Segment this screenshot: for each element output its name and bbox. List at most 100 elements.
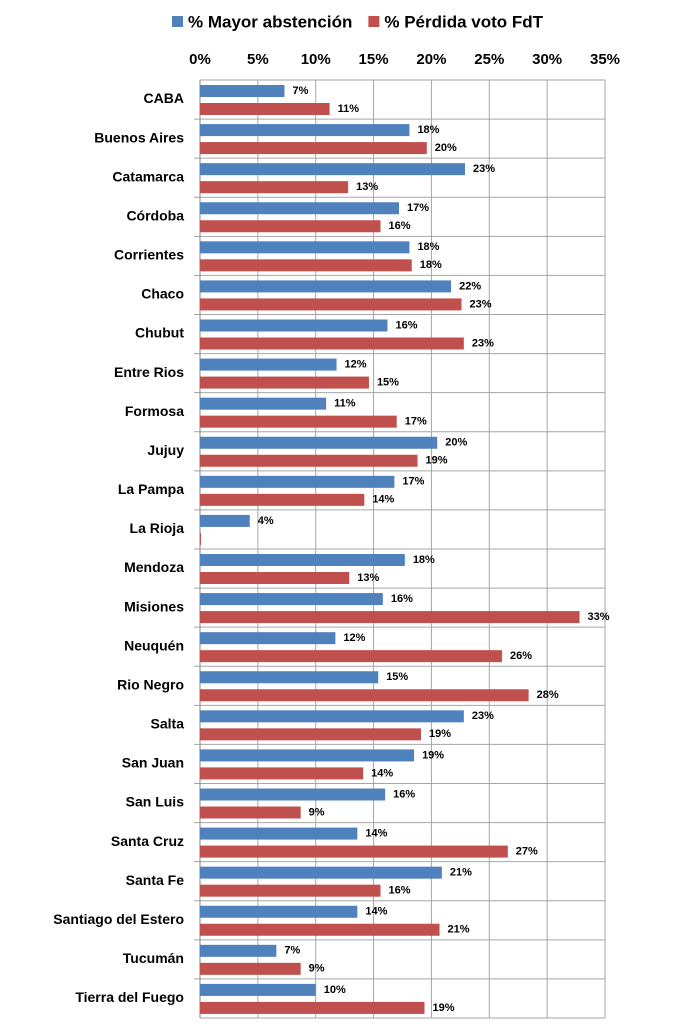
bar [200,181,349,194]
bar [200,554,405,566]
bar [200,905,358,918]
category-label: Buenos Aires [94,129,184,145]
value-label: 20% [435,142,457,154]
value-label: 21% [450,867,472,879]
category-label: Tierra del Fuego [75,989,184,1005]
value-label: 15% [386,671,408,683]
bar [200,983,316,996]
bar [200,884,381,897]
value-label: 14% [365,906,387,918]
category-label: Santa Cruz [111,833,184,849]
bar [200,202,400,215]
bar [200,866,442,879]
category-label: Chubut [135,325,184,341]
bar [200,728,422,741]
value-label: 21% [448,924,470,936]
category-label: Catamarca [112,168,184,184]
value-label: 16% [395,319,417,331]
x-tick-label: 10% [301,51,331,68]
value-label: 11% [338,103,360,115]
legend-label: % Pérdida voto FdT [384,12,543,31]
category-label: La Rioja [130,520,185,536]
bar [200,475,395,488]
category-label: Entre Rios [114,364,184,380]
value-label: 16% [389,885,411,897]
bar [200,689,529,702]
bar [200,611,580,624]
value-label: 20% [445,437,467,449]
bar [200,124,410,137]
value-label: 16% [391,593,413,605]
bar [200,163,465,176]
bar [200,1001,425,1014]
category-label: Rio Negro [117,676,184,692]
category-label: Tucumán [123,950,184,966]
bar [200,397,327,410]
bar [200,749,415,762]
bar [200,220,381,233]
value-label: 4% [258,515,274,527]
bar [200,944,277,957]
bar [200,454,418,467]
bar [200,827,358,840]
value-label: 16% [393,788,415,800]
bar [200,376,369,389]
category-label: Jujuy [147,442,184,458]
x-tick-label: 5% [247,51,269,68]
category-label: Neuquén [124,637,184,653]
bar [200,319,388,332]
value-label: 23% [473,163,495,175]
value-label: 17% [407,202,429,214]
category-label: Salta [151,716,185,732]
value-label: 18% [417,241,439,253]
bar [200,259,412,272]
value-label: 16% [389,220,411,232]
value-label: 17% [405,416,427,428]
value-label: 23% [470,298,492,310]
category-label: Chaco [141,286,184,302]
value-label: 13% [356,181,378,193]
bar [200,845,508,858]
x-tick-label: 20% [416,51,446,68]
value-label: 17% [402,476,424,488]
value-label: 9% [309,963,325,975]
value-label: 13% [357,572,379,584]
category-label: CABA [144,90,184,106]
category-label: Formosa [125,403,184,419]
value-label: 12% [345,358,367,370]
value-label: 14% [372,494,394,506]
bar [200,671,379,684]
x-tick-label: 30% [532,51,562,68]
bar [200,85,285,97]
bar [200,241,410,254]
value-label: 10% [324,984,346,996]
bar [200,632,336,645]
category-label: San Juan [122,755,184,771]
bar [200,532,201,545]
category-label: Córdoba [126,207,184,223]
value-label: 18% [417,124,439,136]
category-label: Misiones [124,598,184,614]
value-label: 9% [309,806,325,818]
value-label: 12% [343,632,365,644]
value-label: 27% [516,845,538,857]
x-tick-label: 25% [474,51,504,68]
legend-label: % Mayor abstención [188,12,352,31]
value-label: 28% [537,689,559,701]
bar [200,650,503,663]
bar [200,767,364,780]
legend-swatch [368,16,380,27]
value-label: 18% [413,554,435,566]
bar [200,572,350,584]
x-tick-label: 35% [590,51,620,68]
x-tick-label: 15% [359,51,389,68]
category-label: Corrientes [114,247,184,263]
value-label: 7% [292,85,308,97]
value-label: 14% [365,827,387,839]
value-label: 19% [426,455,448,467]
bar [200,514,250,527]
value-label: 19% [432,1002,454,1014]
bar [200,142,427,155]
value-label: 19% [422,749,444,761]
